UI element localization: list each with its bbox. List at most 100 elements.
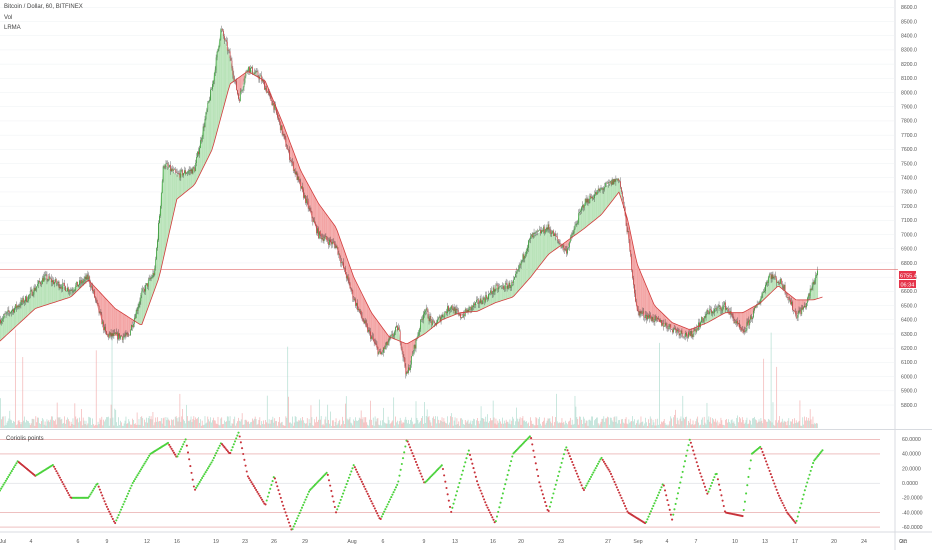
ma-fill-bull — [500, 286, 502, 302]
volume-bar — [711, 423, 712, 428]
candle-body — [751, 316, 752, 320]
ma-fill-bear — [323, 209, 325, 239]
volume-bar — [523, 420, 525, 428]
volume-bar — [177, 421, 179, 428]
volume-bar — [290, 422, 291, 428]
candle-body — [412, 353, 414, 355]
osc-point — [13, 466, 16, 469]
candle-body — [589, 195, 591, 203]
candle-body — [129, 334, 131, 336]
osc-point — [216, 449, 219, 452]
ma-fill-bull — [580, 207, 583, 231]
candle-body — [166, 163, 168, 165]
volume-bar — [804, 416, 805, 428]
ma-fill-bull — [589, 197, 591, 225]
volume-bar — [622, 422, 624, 428]
candle-body — [0, 319, 1, 324]
ma-fill-bear — [672, 322, 674, 329]
candle-body — [640, 311, 642, 314]
candle-body — [197, 151, 198, 157]
osc-point — [109, 513, 112, 516]
volume-bar — [189, 419, 191, 428]
osc-point — [299, 509, 302, 512]
volume-bar — [437, 419, 439, 428]
candle-body — [449, 309, 450, 311]
x-tick-label: 19 — [213, 539, 219, 545]
volume-bar — [582, 423, 583, 428]
volume-bar — [266, 395, 268, 428]
volume-bar — [57, 417, 59, 428]
candle-body — [453, 307, 455, 311]
volume-bar — [70, 421, 72, 428]
candle-body — [224, 36, 225, 41]
volume-bar — [116, 422, 118, 428]
volume-bar — [359, 418, 361, 428]
volume-bar — [8, 418, 10, 428]
candle-body — [8, 310, 10, 313]
volume-bar — [1, 419, 2, 428]
candle-body — [360, 310, 362, 317]
volume-bar — [261, 421, 263, 428]
volume-bar — [44, 421, 46, 428]
candle-body — [518, 264, 520, 269]
ma-fill-bear — [109, 302, 111, 336]
volume-bar — [745, 420, 747, 428]
candle-body — [500, 286, 501, 287]
osc-point — [360, 480, 363, 483]
volume-bar — [449, 422, 450, 428]
candle-body — [535, 231, 537, 233]
candle-body — [629, 239, 631, 251]
ma-fill-bull — [768, 275, 771, 295]
osc-point — [719, 488, 722, 492]
volume-bar — [571, 419, 573, 428]
volume-bar — [522, 416, 524, 428]
osc-point — [262, 500, 265, 503]
volume-bar — [572, 424, 574, 428]
volume-bar — [184, 420, 185, 428]
candle-body — [793, 309, 794, 312]
volume-bar — [131, 424, 132, 428]
candle-body — [473, 303, 474, 308]
price-tick-label: 6200.0 — [901, 346, 917, 352]
volume-bar — [601, 418, 603, 428]
ma-fill-bear — [406, 343, 408, 374]
volume-bar — [354, 420, 355, 428]
ma-fill-bull — [139, 297, 141, 325]
candle-body — [324, 237, 326, 240]
candle-body — [622, 192, 623, 197]
osc-point — [345, 483, 348, 486]
ma-fill-bear — [796, 299, 798, 316]
volume-bar — [356, 420, 357, 428]
volume-bar — [157, 417, 158, 428]
volume-bar — [78, 422, 79, 428]
ma-fill-bear — [368, 306, 370, 334]
osc-point — [703, 485, 707, 488]
volume-bar — [609, 417, 611, 428]
osc-point — [465, 457, 468, 460]
osc-point — [448, 505, 452, 509]
candle-body — [104, 326, 105, 331]
volume-bar — [329, 423, 330, 428]
candle-body — [777, 281, 778, 283]
candle-body — [1, 320, 2, 324]
candle-body — [511, 282, 513, 288]
osc-point — [541, 493, 544, 496]
volume-bar — [310, 405, 312, 428]
ma-fill-bear — [340, 240, 343, 265]
osc-point — [381, 513, 385, 516]
osc-point — [372, 504, 375, 508]
volume-bar — [50, 419, 52, 428]
candle-body — [648, 314, 650, 319]
volume-bar — [247, 422, 249, 428]
volume-bar — [700, 424, 701, 428]
candle-body — [714, 308, 715, 313]
volume-bar — [345, 403, 346, 428]
volume-bar — [806, 417, 807, 428]
osc-point — [665, 494, 668, 497]
candle-body — [508, 282, 510, 286]
osc-point — [390, 496, 393, 499]
ma-fill-bull — [779, 282, 782, 289]
candle-body — [11, 311, 12, 313]
candle-body — [635, 293, 636, 302]
